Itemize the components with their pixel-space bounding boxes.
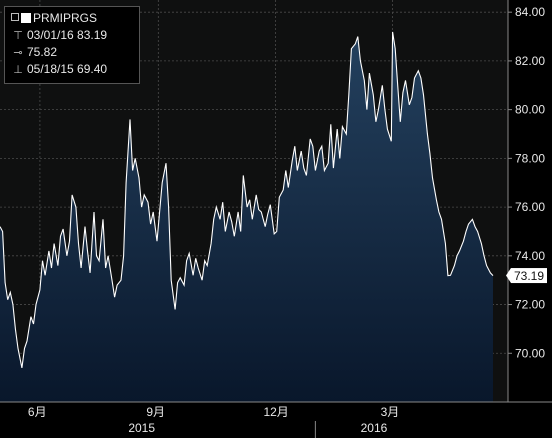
legend-avg-row: ⊸ 75.82 [11, 45, 57, 60]
average-marker-icon: ⊸ [13, 47, 23, 59]
y-tick-label: 82.00 [515, 54, 545, 68]
y-tick-label: 76.00 [515, 200, 545, 214]
series-line [0, 31, 494, 369]
legend-high-label: 03/01/16 83.19 [27, 28, 108, 42]
x-tick-label: 9月 [146, 405, 165, 419]
year-label: 2016 [361, 421, 388, 435]
y-tick-label: 78.00 [515, 151, 545, 165]
legend-high-row: ⊤ 03/01/16 83.19 [11, 28, 107, 43]
y-tick-label: 70.00 [515, 346, 545, 360]
y-tick-label: 72.00 [515, 298, 545, 312]
legend-avg-label: 75.82 [27, 45, 58, 59]
year-labels: 2015 2016 [128, 421, 388, 438]
legend-title-row[interactable]: PRMIPRGS [11, 11, 97, 26]
x-tick-label: 6月 [28, 405, 47, 419]
legend-low-label: 05/18/15 69.40 [27, 62, 108, 76]
legend-box: PRMIPRGS ⊤ 03/01/16 83.19 ⊸ 75.82 ⊥ 05/18/1… [4, 6, 140, 84]
x-tick-label: 12月 [263, 405, 288, 419]
last-value-label: 73.19 [514, 269, 544, 283]
series-area [0, 31, 493, 403]
legend-low-row: ⊥ 05/18/15 69.40 [11, 62, 107, 77]
y-tick-label: 80.00 [515, 103, 545, 117]
high-marker-icon: ⊤ [13, 30, 23, 42]
y-tick-label: 74.00 [515, 249, 545, 263]
y-tick-label: 84.00 [515, 5, 545, 19]
low-marker-icon: ⊥ [13, 64, 23, 76]
last-value-badge-box [511, 268, 547, 284]
last-value-badge-arrow [506, 268, 511, 284]
legend-series-name: PRMIPRGS [33, 11, 98, 25]
x-axis-ticks: 6月 9月 12月 3月 [28, 405, 399, 419]
series-swatch-icon [21, 13, 31, 23]
y-axis-ticks: 70.00 72.00 74.00 76.00 78.00 80.00 82.00 84.00 [508, 5, 545, 360]
x-tick-label: 3月 [381, 405, 400, 419]
last-value-badge: 73.19 [506, 268, 547, 284]
y-axis-background [508, 0, 552, 402]
year-label: 2015 [128, 421, 155, 435]
collapse-box-icon[interactable] [11, 13, 19, 21]
